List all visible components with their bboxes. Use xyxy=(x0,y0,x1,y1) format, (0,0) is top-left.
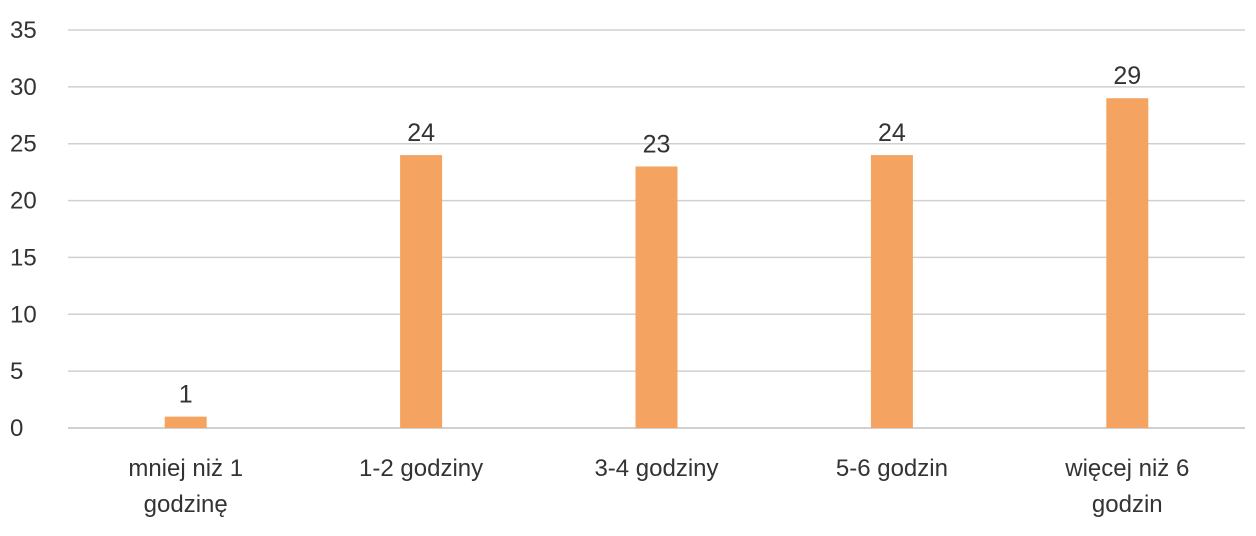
y-tick-label: 25 xyxy=(10,131,37,158)
y-tick-label: 30 xyxy=(10,74,37,101)
x-category-label: godzin xyxy=(1092,491,1163,518)
bar xyxy=(1106,98,1149,428)
bars xyxy=(164,98,1149,429)
y-tick-label: 10 xyxy=(10,301,37,328)
data-label: 24 xyxy=(407,119,435,147)
data-label: 24 xyxy=(878,119,906,147)
y-tick-label: 5 xyxy=(10,358,23,385)
bar xyxy=(400,155,443,429)
bar xyxy=(164,416,207,428)
bar xyxy=(635,166,678,428)
x-category-label: godzinę xyxy=(144,491,228,518)
bar xyxy=(870,155,913,429)
x-axis-category-labels: mniej niż 1 godzinę 1-2 godziny 3-4 godziny… xyxy=(128,455,1189,518)
x-category-label: 5-6 godzin xyxy=(836,455,948,482)
data-labels: 1 24 23 24 29 xyxy=(179,62,1141,408)
x-category-label: 3-4 godziny xyxy=(594,455,718,482)
y-axis-tick-labels: 0 5 10 15 20 25 30 35 xyxy=(10,17,37,442)
y-tick-label: 35 xyxy=(10,17,37,44)
data-label: 1 xyxy=(179,381,193,409)
x-category-label: 1-2 godziny xyxy=(359,455,483,482)
y-tick-label: 0 xyxy=(10,415,23,442)
x-category-label: mniej niż 1 xyxy=(128,455,243,482)
data-label: 29 xyxy=(1113,62,1141,90)
y-tick-label: 15 xyxy=(10,244,37,271)
y-tick-label: 20 xyxy=(10,188,37,215)
x-category-label: więcej niż 6 xyxy=(1064,455,1189,482)
data-label: 23 xyxy=(643,130,671,158)
